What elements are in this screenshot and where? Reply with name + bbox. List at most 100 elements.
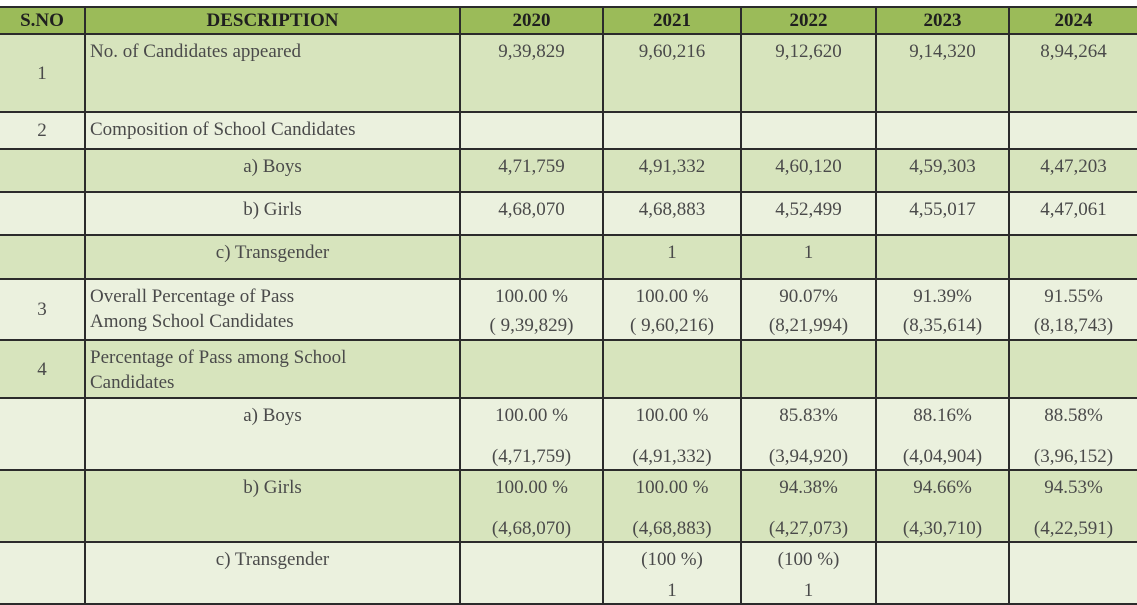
- value-text: 90.07%: [779, 286, 838, 307]
- value-text: 100.00 %: [635, 405, 709, 426]
- table-row: a) Boys 4,71,759 4,91,332 4,60,120 4,59,303 4…: [0, 148, 1137, 193]
- value-text: 1: [667, 242, 677, 263]
- value-text: (3,96,152): [1033, 446, 1114, 467]
- table-row: b) Girls 4,68,070 4,68,883 4,52,499 4,55,017…: [0, 191, 1137, 236]
- description-cell: Composition of School Candidates: [84, 111, 461, 150]
- value-text: 94.53%: [1044, 477, 1103, 498]
- description-text: b) Girls: [243, 477, 302, 498]
- description-text: b) Girls: [243, 199, 302, 220]
- sno-cell: [0, 148, 86, 193]
- value-text: 1: [803, 580, 814, 601]
- value-text: 85.83%: [779, 405, 838, 426]
- value-text: 1: [667, 580, 677, 601]
- value-cell: 4,71,759: [459, 148, 604, 193]
- value-cell: (100 %) 1: [602, 541, 742, 605]
- header-year: 2020: [459, 6, 604, 35]
- value-text: 88.58%: [1044, 405, 1103, 426]
- value-text: 4,71,759: [498, 156, 565, 177]
- sno-cell: [0, 191, 86, 236]
- value-cell: [1008, 541, 1137, 605]
- value-cell: 100.00 % (4,71,759): [459, 397, 604, 471]
- sno-cell: [0, 234, 86, 280]
- value-cell: 4,52,499: [740, 191, 877, 236]
- value-cell: 4,60,120: [740, 148, 877, 193]
- description-cell: c) Transgender: [84, 234, 461, 280]
- sno-cell: 1: [0, 33, 86, 113]
- value-text: 100.00 %: [635, 477, 709, 498]
- value-cell: [875, 111, 1010, 150]
- table-row: b) Girls 100.00 % (4,68,070) 100.00 % (4,68,…: [0, 469, 1137, 543]
- value-cell: [602, 339, 742, 399]
- description-cell: b) Girls: [84, 191, 461, 236]
- value-cell: [875, 541, 1010, 605]
- value-cell: [459, 339, 604, 399]
- value-cell: 4,47,203: [1008, 148, 1137, 193]
- description-text: Among School Candidates: [90, 311, 294, 332]
- value-text: 9,12,620: [775, 41, 842, 62]
- value-text: 9,60,216: [638, 41, 706, 62]
- table-row: 1 No. of Candidates appeared 9,39,829 9,60,…: [0, 33, 1137, 113]
- sno-cell: [0, 541, 86, 605]
- sno-cell: 4: [0, 339, 86, 399]
- value-text: 4,68,070: [498, 199, 565, 220]
- value-cell: [1008, 111, 1137, 150]
- description-text: a) Boys: [243, 405, 302, 426]
- value-cell: 4,91,332: [602, 148, 742, 193]
- value-text: 1: [803, 242, 814, 263]
- value-cell: [740, 339, 877, 399]
- value-text: 100.00 %: [495, 477, 568, 498]
- value-cell: [1008, 234, 1137, 280]
- value-text: (4,30,710): [902, 518, 983, 539]
- value-cell: 88.58% (3,96,152): [1008, 397, 1137, 471]
- value-cell: 9,12,620: [740, 33, 877, 113]
- value-text: 4,55,017: [909, 199, 976, 220]
- value-text: (4,22,591): [1033, 518, 1114, 539]
- table-row: 4 Percentage of Pass among School Candidat…: [0, 339, 1137, 399]
- value-cell: 4,47,061: [1008, 191, 1137, 236]
- value-cell: 4,55,017: [875, 191, 1010, 236]
- value-cell: 100.00 % (4,68,070): [459, 469, 604, 543]
- value-cell: [459, 111, 604, 150]
- value-text: (8,21,994): [768, 315, 849, 336]
- description-text: Composition of School Candidates: [90, 119, 356, 140]
- description-text: c) Transgender: [215, 549, 330, 570]
- description-text: No. of Candidates appeared: [90, 41, 302, 62]
- value-text: 94.38%: [779, 477, 838, 498]
- value-cell: 9,39,829: [459, 33, 604, 113]
- value-text: 91.39%: [913, 286, 972, 307]
- value-text: ( 9,39,829): [489, 315, 574, 336]
- description-cell: No. of Candidates appeared: [84, 33, 461, 113]
- value-text: 4,47,061: [1040, 199, 1107, 220]
- description-cell: Overall Percentage of Pass Among School C…: [84, 278, 461, 341]
- header-year: 2023: [875, 6, 1010, 35]
- value-cell: 94.66% (4,30,710): [875, 469, 1010, 543]
- header-year: 2021: [602, 6, 742, 35]
- value-text: 4,47,203: [1040, 156, 1107, 177]
- value-cell: [459, 541, 604, 605]
- value-cell: 100.00 % (4,68,883): [602, 469, 742, 543]
- header-year: 2024: [1008, 6, 1137, 35]
- value-text: (3,94,920): [768, 446, 849, 467]
- value-cell: 94.38% (4,27,073): [740, 469, 877, 543]
- value-text: 9,39,829: [498, 41, 565, 62]
- value-cell: 9,14,320: [875, 33, 1010, 113]
- header-description: DESCRIPTION: [84, 6, 461, 35]
- value-text: 4,60,120: [775, 156, 842, 177]
- value-text: (4,68,070): [491, 518, 572, 539]
- value-text: 100.00 %: [495, 405, 568, 426]
- description-text: Overall Percentage of Pass: [90, 286, 295, 307]
- value-cell: 4,68,070: [459, 191, 604, 236]
- value-text: (100 %): [777, 549, 840, 570]
- value-cell: 8,94,264: [1008, 33, 1137, 113]
- value-cell: 85.83% (3,94,920): [740, 397, 877, 471]
- value-text: 88.16%: [913, 405, 972, 426]
- value-cell: [740, 111, 877, 150]
- value-cell: (100 %) 1: [740, 541, 877, 605]
- description-text: c) Transgender: [215, 242, 330, 263]
- value-text: (4,04,904): [902, 446, 983, 467]
- value-text: (4,71,759): [491, 446, 572, 467]
- value-text: 4,52,499: [775, 199, 842, 220]
- header-sno: S.NO: [0, 6, 86, 35]
- description-cell: Percentage of Pass among School Candidate…: [84, 339, 461, 399]
- value-text: (4,91,332): [632, 446, 712, 467]
